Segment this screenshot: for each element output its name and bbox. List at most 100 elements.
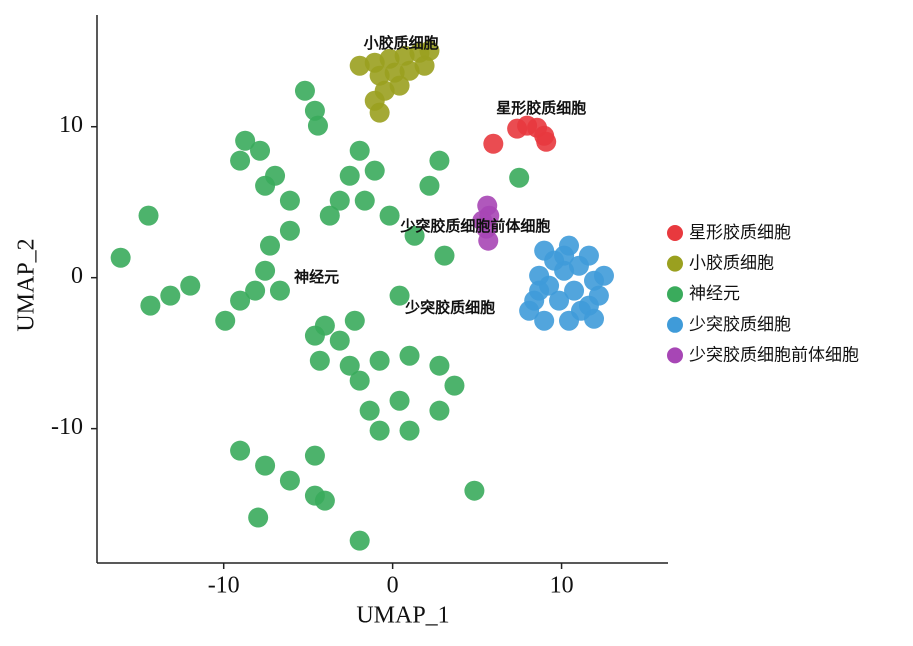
point [419, 175, 440, 196]
point [138, 205, 159, 226]
point [230, 150, 251, 171]
point [509, 167, 530, 188]
point [414, 55, 435, 76]
legend-marker [667, 225, 683, 241]
y-tick-label: -10 [51, 414, 83, 440]
point [279, 470, 300, 491]
legend-label: 少突胶质细胞前体细胞 [689, 345, 859, 365]
point [110, 247, 131, 268]
point [230, 440, 251, 461]
y-tick-label: 10 [59, 112, 83, 138]
point [140, 295, 161, 316]
x-tick-label: 10 [550, 573, 574, 599]
point [359, 400, 380, 421]
point [593, 265, 614, 286]
point [215, 310, 236, 331]
x-tick-label: 0 [387, 573, 399, 599]
point [364, 160, 385, 181]
annotation: 星形胶质细胞 [496, 99, 586, 117]
point [434, 245, 455, 266]
y-tick-label: 0 [71, 263, 83, 289]
point [529, 280, 550, 301]
point [160, 285, 181, 306]
point [404, 225, 425, 246]
point [294, 80, 315, 101]
point [344, 310, 365, 331]
point [568, 255, 589, 276]
point [534, 310, 555, 331]
point [369, 65, 390, 86]
point [255, 260, 276, 281]
point [570, 300, 591, 321]
point [279, 220, 300, 241]
point [389, 75, 410, 96]
point [307, 115, 328, 136]
legend-marker [667, 347, 683, 364]
y-axis-title: UMAP_2 [14, 238, 40, 331]
point [304, 100, 325, 121]
point [255, 455, 276, 476]
point [349, 530, 370, 551]
legend-marker [667, 316, 683, 333]
point [519, 300, 540, 321]
point [483, 133, 504, 154]
legend-label: 小胶质细胞 [689, 254, 774, 274]
point [389, 390, 410, 411]
point [314, 490, 335, 511]
point [429, 355, 450, 376]
point [472, 210, 493, 231]
legend-label: 少突胶质细胞 [689, 315, 791, 335]
point [389, 285, 410, 306]
point [379, 205, 400, 226]
point [564, 280, 585, 301]
point [245, 280, 266, 301]
point [250, 140, 271, 161]
point [180, 275, 201, 296]
point [339, 165, 360, 186]
annotation: 神经元 [294, 268, 339, 286]
legend-label: 神经元 [689, 284, 740, 304]
point [349, 140, 370, 161]
annotation: 少突胶质细胞前体细胞 [399, 217, 550, 235]
point [369, 420, 390, 441]
point [304, 445, 325, 466]
point [349, 370, 370, 391]
point [354, 190, 375, 211]
legend-marker [667, 255, 683, 272]
point [329, 190, 350, 211]
point [329, 330, 350, 351]
point [304, 325, 325, 346]
point [235, 130, 256, 151]
point [429, 400, 450, 421]
point [399, 420, 420, 441]
point [319, 205, 340, 226]
point [279, 190, 300, 211]
point [444, 375, 465, 396]
point [269, 280, 290, 301]
point [464, 480, 485, 501]
annotation: 小胶质细胞 [364, 34, 439, 52]
x-axis-title: UMAP_1 [356, 603, 449, 629]
point [230, 290, 251, 311]
point [309, 350, 330, 371]
annotation: 少突胶质细胞 [404, 298, 495, 316]
point [259, 235, 280, 256]
legend-label: 星形胶质细胞 [689, 223, 791, 243]
point [399, 60, 420, 81]
point [399, 345, 420, 366]
point [349, 55, 370, 76]
point [588, 285, 609, 306]
point [369, 350, 390, 371]
point [339, 355, 360, 376]
point [248, 507, 269, 528]
legend-marker [667, 286, 683, 303]
point [255, 175, 276, 196]
point [554, 245, 575, 266]
point [549, 290, 570, 311]
point [536, 131, 557, 152]
point [369, 102, 390, 123]
point [478, 230, 499, 251]
point [429, 150, 450, 171]
x-tick-label: -10 [208, 573, 240, 599]
